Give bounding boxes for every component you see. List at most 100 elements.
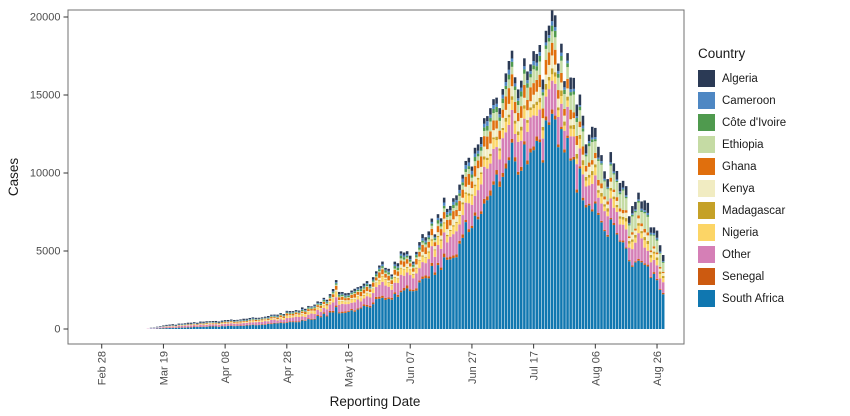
bar-segment bbox=[507, 157, 511, 161]
bar-segment bbox=[516, 135, 520, 142]
bar-segment bbox=[270, 320, 273, 324]
bar-segment bbox=[640, 233, 643, 239]
bar-segment bbox=[606, 201, 609, 205]
bar-segment bbox=[538, 44, 542, 53]
bar-segment bbox=[427, 259, 431, 277]
bar-segment bbox=[233, 322, 236, 323]
bar-segment bbox=[307, 305, 310, 307]
bar-segment bbox=[575, 153, 579, 159]
bar-segment bbox=[516, 131, 520, 136]
bar-segment bbox=[631, 206, 634, 214]
bar-segment bbox=[418, 260, 421, 261]
bar-segment bbox=[618, 194, 622, 209]
bar-segment bbox=[396, 294, 400, 297]
bar-segment bbox=[430, 221, 434, 224]
x-tick-label: May 18 bbox=[344, 351, 356, 387]
bar-segment bbox=[319, 317, 323, 329]
bar-segment bbox=[359, 288, 363, 290]
bar-segment bbox=[637, 258, 640, 261]
bar-segment bbox=[569, 77, 572, 90]
bar-segment bbox=[442, 202, 446, 206]
bar-segment bbox=[520, 106, 523, 118]
bar-segment bbox=[532, 51, 535, 62]
bar-segment bbox=[205, 324, 208, 325]
bar-segment bbox=[557, 70, 560, 74]
bar-segment bbox=[186, 322, 190, 324]
bar-segment bbox=[319, 311, 323, 317]
bar-segment bbox=[356, 291, 360, 292]
y-tick-label: 15000 bbox=[30, 90, 61, 102]
bar-segment bbox=[594, 201, 597, 204]
bar-segment bbox=[578, 121, 582, 128]
bar-segment bbox=[334, 280, 338, 283]
bar-segment bbox=[587, 162, 591, 167]
bar-segment bbox=[233, 319, 236, 322]
bar-segment bbox=[504, 96, 508, 110]
bar-segment bbox=[162, 328, 165, 329]
bar-segment bbox=[597, 160, 600, 180]
bar-segment bbox=[507, 88, 511, 104]
bar-segment bbox=[436, 217, 440, 221]
bar-segment bbox=[294, 316, 298, 322]
bar-segment bbox=[578, 105, 582, 107]
bar-segment bbox=[594, 127, 597, 138]
bar-segment bbox=[476, 160, 480, 169]
bar-segment bbox=[492, 120, 495, 131]
legend-key-swatch bbox=[698, 70, 715, 87]
bar-segment bbox=[334, 285, 338, 290]
bar-segment bbox=[282, 318, 286, 320]
bar-segment bbox=[353, 290, 356, 292]
bar-segment bbox=[495, 97, 498, 104]
bar-segment bbox=[526, 100, 529, 111]
bar-segment bbox=[254, 317, 258, 319]
bar-segment bbox=[331, 310, 335, 313]
bar-segment bbox=[609, 164, 613, 166]
bar-segment bbox=[155, 326, 159, 328]
bar-segment bbox=[408, 289, 412, 292]
bar-segment bbox=[405, 268, 409, 273]
bar-segment bbox=[421, 242, 424, 245]
bar-segment bbox=[310, 308, 313, 311]
bar-segment bbox=[560, 43, 563, 53]
bar-segment bbox=[325, 305, 329, 307]
bar-segment bbox=[307, 309, 310, 312]
bar-segment bbox=[310, 307, 313, 308]
bar-segment bbox=[482, 123, 486, 128]
bar-segment bbox=[353, 291, 356, 294]
bar-segment bbox=[263, 324, 267, 325]
bar-segment bbox=[550, 21, 554, 26]
bar-segment bbox=[412, 263, 415, 265]
bar-segment bbox=[291, 315, 295, 316]
bar-segment bbox=[396, 263, 400, 267]
bar-segment bbox=[498, 114, 501, 118]
bar-segment bbox=[544, 84, 548, 90]
bar-segment bbox=[408, 261, 412, 264]
bar-segment bbox=[396, 282, 400, 295]
bar-segment bbox=[307, 319, 310, 329]
bar-segment bbox=[547, 52, 551, 65]
bar-segment bbox=[504, 121, 508, 133]
bar-segment bbox=[217, 324, 221, 327]
bar-segment bbox=[331, 302, 335, 311]
bar-segment bbox=[282, 323, 286, 329]
bar-segment bbox=[223, 322, 227, 323]
bar-segment bbox=[587, 177, 591, 186]
bar-segment bbox=[643, 200, 646, 211]
bar-segment bbox=[313, 307, 316, 309]
bar-segment bbox=[597, 185, 600, 191]
bar-segment bbox=[479, 184, 483, 212]
bar-segment bbox=[449, 236, 452, 257]
bar-segment bbox=[427, 278, 431, 329]
bar-segment bbox=[263, 321, 267, 325]
bar-segment bbox=[279, 322, 282, 323]
bar-segment bbox=[291, 311, 295, 313]
bar-segment bbox=[658, 268, 662, 272]
bar-segment bbox=[436, 214, 440, 218]
bar-segment bbox=[430, 239, 434, 241]
bar-segment bbox=[384, 279, 387, 286]
bar-segment bbox=[529, 107, 532, 111]
bar-segment bbox=[322, 305, 326, 308]
bar-segment bbox=[288, 311, 292, 313]
bar-segment bbox=[461, 215, 464, 235]
bar-segment bbox=[393, 292, 397, 294]
